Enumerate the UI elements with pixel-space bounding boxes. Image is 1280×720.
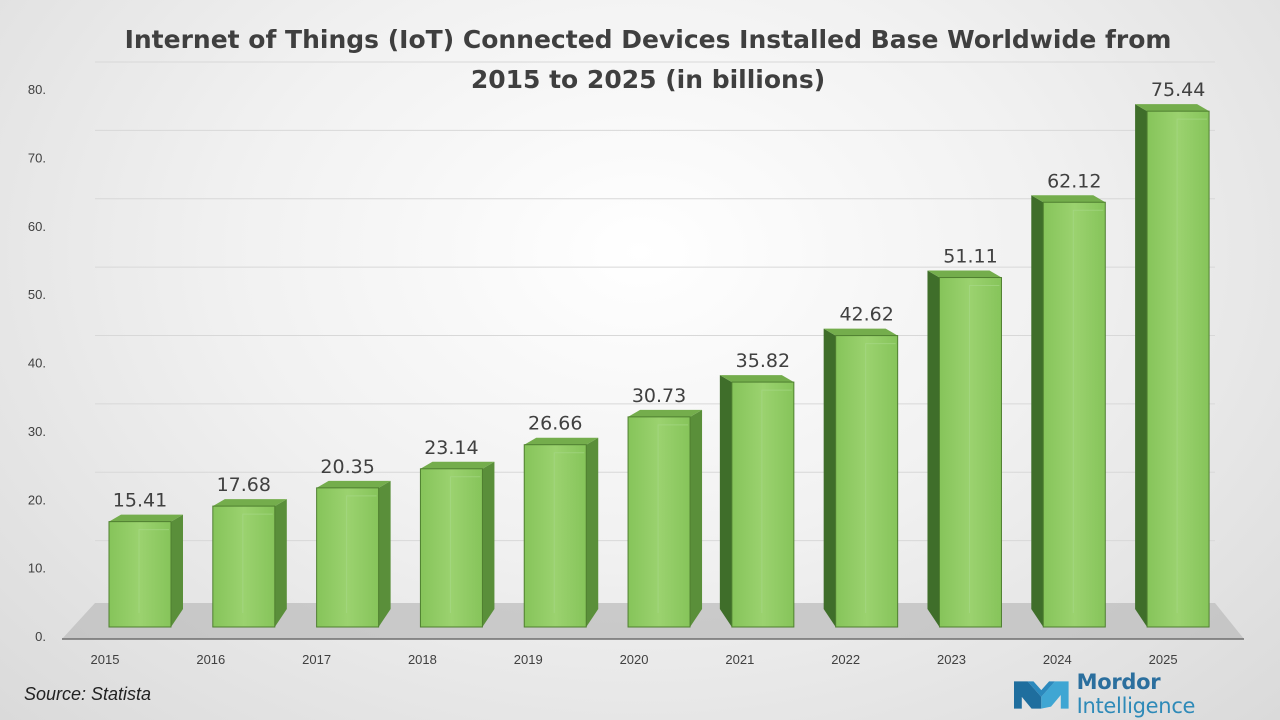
bar-side [823, 328, 836, 627]
bar-front [108, 521, 172, 628]
bar [523, 437, 599, 628]
y-axis: 0. 10. 20. 30. 40. 50. 60. 70. 80. [28, 82, 46, 644]
bar-front [1146, 110, 1210, 628]
data-label: 30.73 [632, 385, 686, 407]
bar-inner-edge [865, 343, 896, 613]
brand-logo-block[interactable]: Mordor Intelligence [1014, 670, 1280, 718]
bar-front [627, 416, 691, 628]
bar-side [482, 461, 495, 627]
y-tick-label: 0. [35, 629, 46, 644]
y-tick-label: 40. [28, 356, 46, 371]
bar-inner-edge [1072, 209, 1104, 613]
x-tick-label: 2024 [1043, 652, 1072, 667]
x-axis: 2015 2016 2017 2018 2019 2020 2021 2022 2023 2024… [91, 652, 1178, 667]
data-label: 23.14 [424, 437, 478, 459]
data-label: 15.41 [113, 490, 167, 512]
bar-top [212, 499, 287, 507]
bar [1135, 104, 1210, 628]
chart-title: Internet of Things (IoT) Connected Devic… [124, 25, 1172, 94]
brand-name: Mordor Intelligence [1077, 670, 1280, 718]
bar-inner-edge [1176, 118, 1208, 613]
data-label: 42.62 [839, 304, 893, 326]
bar-side [1031, 195, 1044, 627]
data-label: 62.12 [1047, 170, 1101, 192]
y-tick-label: 60. [28, 219, 46, 234]
bar-inner-edge [761, 389, 792, 613]
brand-name-strong: Mordor [1076, 670, 1161, 694]
bar-side [586, 437, 599, 627]
y-tick-label: 10. [28, 561, 46, 576]
bar-top [1031, 195, 1106, 203]
bar-front [523, 444, 587, 628]
bar-top [823, 328, 898, 336]
data-label: 20.35 [320, 456, 374, 478]
x-tick-label: 2023 [937, 652, 966, 667]
mordor-intelligence-logo-icon [1014, 681, 1069, 709]
bar-side [171, 514, 183, 627]
bar-side [1135, 104, 1148, 627]
bar-top [927, 270, 1002, 278]
bar [212, 499, 287, 628]
data-label: 51.11 [943, 246, 997, 268]
data-labels: 15.41 17.68 20.35 23.14 26.66 30.73 35.82 42.62… [113, 79, 1206, 511]
data-label: 26.66 [528, 413, 582, 435]
y-tick-label: 20. [28, 492, 46, 507]
bar-front [835, 335, 899, 628]
source-note: Source: Statista [24, 684, 152, 704]
bar [719, 375, 795, 628]
x-tick-label: 2021 [725, 652, 754, 667]
bar [1031, 195, 1106, 628]
bar-inner-edge [968, 285, 1000, 613]
bar-inner-edge [138, 529, 169, 613]
bar [316, 480, 391, 628]
bar-inner-edge [449, 476, 481, 613]
y-tick-label: 30. [28, 424, 46, 439]
bar-top [109, 514, 183, 522]
bar [823, 328, 899, 628]
bar-front [731, 381, 795, 628]
bar-front [316, 487, 380, 628]
x-tick-label: 2019 [514, 652, 543, 667]
bar-front [1042, 201, 1106, 628]
bar-top [719, 375, 794, 383]
bar-front [212, 505, 276, 628]
bar-side [690, 409, 703, 627]
bar-side [378, 480, 391, 627]
x-tick-label: 2025 [1149, 652, 1178, 667]
bar-top [628, 409, 703, 417]
y-tick-label: 70. [28, 150, 46, 165]
bar [927, 270, 1002, 628]
bar-inner-edge [657, 424, 689, 613]
x-tick-label: 2015 [91, 652, 120, 667]
y-tick-label: 80. [28, 82, 46, 97]
bar-inner-edge [553, 452, 585, 613]
bar-inner-edge [346, 495, 377, 613]
x-tick-label: 2016 [196, 652, 225, 667]
bar [419, 461, 495, 628]
x-tick-label: 2018 [408, 652, 437, 667]
y-tick-label: 50. [28, 287, 46, 302]
bar-inner-edge [242, 513, 273, 613]
brand-name-light: Intelligence [1076, 694, 1196, 718]
bar [627, 409, 703, 628]
bar [108, 514, 183, 628]
bar-top [316, 480, 391, 488]
bars [108, 104, 1210, 628]
bar-side [927, 270, 940, 627]
bar-side [719, 375, 732, 627]
bar-front [938, 277, 1002, 628]
x-tick-label: 2022 [831, 652, 860, 667]
data-label: 75.44 [1151, 79, 1205, 101]
bar-top [524, 437, 599, 445]
bar-side [274, 499, 287, 627]
bar-front [419, 468, 483, 628]
x-tick-label: 2020 [620, 652, 649, 667]
data-label: 17.68 [217, 474, 271, 496]
bar-top [1135, 104, 1210, 112]
data-label: 35.82 [736, 350, 790, 372]
bar-top [420, 461, 495, 469]
x-tick-label: 2017 [302, 652, 331, 667]
